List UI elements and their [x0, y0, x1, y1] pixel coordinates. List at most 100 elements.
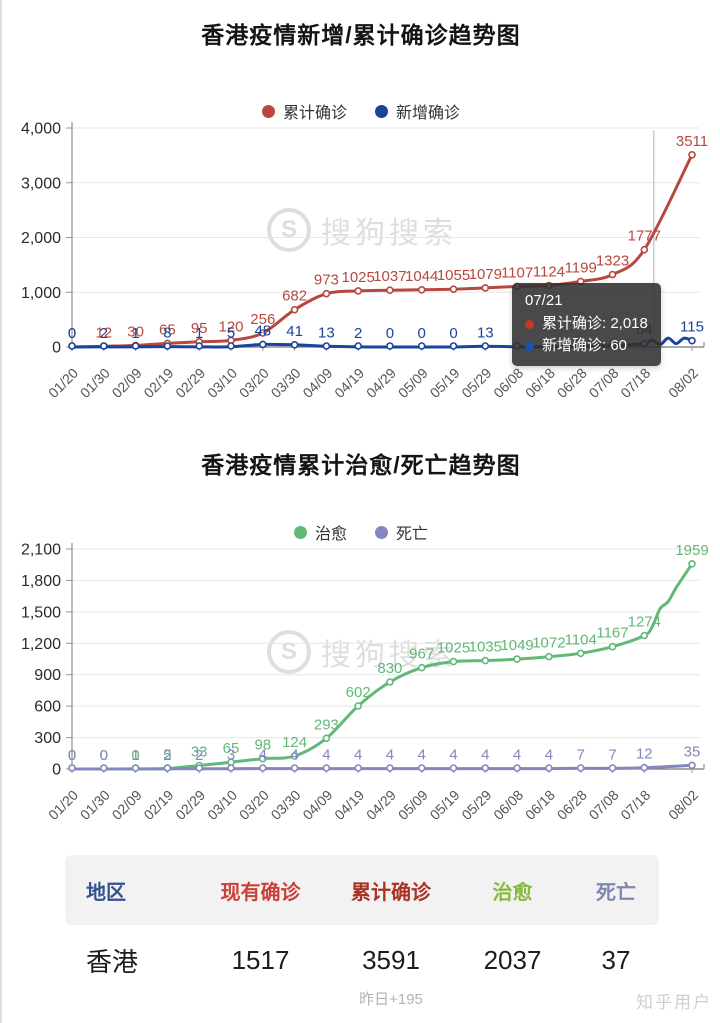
svg-text:2: 2 — [100, 325, 108, 342]
svg-text:05/19: 05/19 — [427, 365, 463, 401]
svg-text:41: 41 — [286, 323, 303, 340]
svg-text:900: 900 — [34, 667, 61, 684]
svg-text:1055: 1055 — [437, 267, 470, 284]
svg-text:04/19: 04/19 — [331, 365, 367, 401]
legend-label: 新增确诊 — [396, 105, 461, 122]
svg-text:04/09: 04/09 — [299, 365, 335, 401]
svg-text:05/29: 05/29 — [458, 787, 494, 823]
svg-text:02/19: 02/19 — [140, 365, 176, 401]
svg-text:4: 4 — [354, 747, 362, 764]
svg-text:06/18: 06/18 — [522, 365, 558, 401]
svg-text:3: 3 — [227, 747, 235, 764]
svg-text:967: 967 — [409, 646, 434, 663]
svg-text:4: 4 — [322, 747, 330, 764]
svg-text:0: 0 — [386, 325, 394, 342]
table-header-cured: 治愈 — [492, 881, 533, 904]
svg-text:0: 0 — [52, 340, 61, 357]
tooltip-row-new: 新增确诊: 60 — [525, 335, 648, 357]
svg-text:602: 602 — [346, 684, 371, 701]
svg-text:08/02: 08/02 — [665, 365, 701, 401]
cell-existing-confirmed: 1517 — [231, 945, 290, 975]
svg-text:02/09: 02/09 — [109, 365, 145, 401]
yesterday-delta-note: 昨日+195 — [359, 991, 423, 1008]
svg-text:4: 4 — [513, 747, 521, 764]
svg-text:1: 1 — [131, 325, 139, 342]
svg-text:06/08: 06/08 — [490, 787, 526, 823]
chart-tooltip: 07/21 累计确诊: 2,018 新增确诊: 60 — [512, 283, 661, 366]
svg-text:973: 973 — [314, 272, 339, 289]
svg-text:1035: 1035 — [469, 639, 502, 656]
svg-text:1167: 1167 — [596, 625, 628, 642]
svg-text:06/08: 06/08 — [490, 365, 526, 401]
tooltip-dot-icon — [525, 319, 534, 329]
svg-text:02/19: 02/19 — [140, 787, 176, 823]
svg-text:1044: 1044 — [405, 268, 438, 285]
svg-text:1107: 1107 — [501, 264, 533, 281]
svg-text:95: 95 — [191, 320, 208, 337]
svg-text:13: 13 — [318, 324, 335, 341]
svg-text:0: 0 — [100, 747, 108, 764]
legend-item-new-confirmed[interactable]: 新增确诊 — [375, 99, 460, 123]
svg-text:3511: 3511 — [676, 133, 708, 150]
svg-text:1777: 1777 — [628, 228, 661, 245]
cell-deaths: 37 — [601, 945, 631, 975]
legend-label: 治愈 — [314, 526, 347, 543]
svg-text:2: 2 — [354, 325, 362, 342]
svg-text:04/09: 04/09 — [299, 787, 335, 823]
cell-cured: 2037 — [483, 945, 542, 975]
svg-text:05/19: 05/19 — [427, 787, 463, 823]
svg-text:1072: 1072 — [532, 635, 565, 652]
svg-text:4: 4 — [418, 747, 426, 764]
cell-region: 香港 — [86, 947, 139, 977]
svg-text:1,000: 1,000 — [21, 285, 61, 302]
tooltip-date: 07/21 — [525, 292, 563, 309]
tooltip-text: 累计确诊: 2,018 — [542, 315, 648, 332]
svg-text:07/18: 07/18 — [617, 365, 653, 401]
tooltip-dot-icon — [525, 341, 534, 351]
legend-item-cured[interactable]: 治愈 — [293, 520, 347, 544]
svg-text:0: 0 — [100, 747, 108, 764]
svg-text:07/18: 07/18 — [617, 787, 653, 823]
svg-text:04/29: 04/29 — [363, 787, 399, 823]
svg-text:682: 682 — [282, 288, 307, 305]
legend-item-deaths[interactable]: 死亡 — [375, 520, 428, 544]
tooltip-text: 新增确诊: 60 — [542, 337, 628, 354]
svg-text:05/29: 05/29 — [458, 365, 494, 401]
svg-text:1049: 1049 — [500, 637, 533, 654]
svg-text:1079: 1079 — [469, 266, 502, 283]
svg-text:12: 12 — [95, 324, 112, 341]
legend-dot-icon — [375, 525, 388, 539]
svg-text:7: 7 — [608, 746, 616, 763]
table-header-deaths: 死亡 — [596, 881, 636, 904]
svg-text:1959: 1959 — [675, 542, 708, 559]
svg-text:0: 0 — [68, 747, 76, 764]
svg-text:4,000: 4,000 — [21, 121, 61, 138]
svg-text:600: 600 — [34, 699, 61, 716]
svg-text:0: 0 — [68, 747, 76, 764]
svg-text:2,100: 2,100 — [21, 542, 61, 559]
legend-item-cumulative-confirmed[interactable]: 累计确诊 — [261, 99, 347, 123]
svg-text:293: 293 — [314, 716, 339, 733]
svg-text:2: 2 — [195, 747, 203, 764]
svg-text:1274: 1274 — [628, 614, 661, 631]
sogou-watermark-text: 搜狗搜索 — [321, 217, 457, 250]
svg-text:124: 124 — [282, 734, 307, 751]
svg-text:03/10: 03/10 — [204, 787, 240, 823]
chart1-title: 香港疫情新增/累计确诊趋势图 — [201, 22, 521, 48]
sogou-logo-icon: S — [267, 630, 311, 674]
svg-text:3,000: 3,000 — [21, 175, 61, 192]
svg-text:1104: 1104 — [565, 631, 597, 648]
sogou-watermark: S 搜狗搜索 — [2, 208, 720, 252]
svg-text:04/19: 04/19 — [331, 787, 367, 823]
svg-text:02/09: 02/09 — [109, 787, 145, 823]
svg-text:8: 8 — [163, 325, 171, 342]
svg-text:1,800: 1,800 — [21, 573, 61, 590]
svg-text:1037: 1037 — [373, 268, 406, 285]
svg-text:13: 13 — [477, 324, 494, 341]
svg-text:0: 0 — [68, 325, 76, 342]
svg-text:4: 4 — [481, 747, 489, 764]
svg-text:5: 5 — [163, 747, 171, 764]
tooltip-row-cumulative: 累计确诊: 2,018 — [525, 313, 648, 335]
svg-text:1: 1 — [195, 325, 203, 342]
